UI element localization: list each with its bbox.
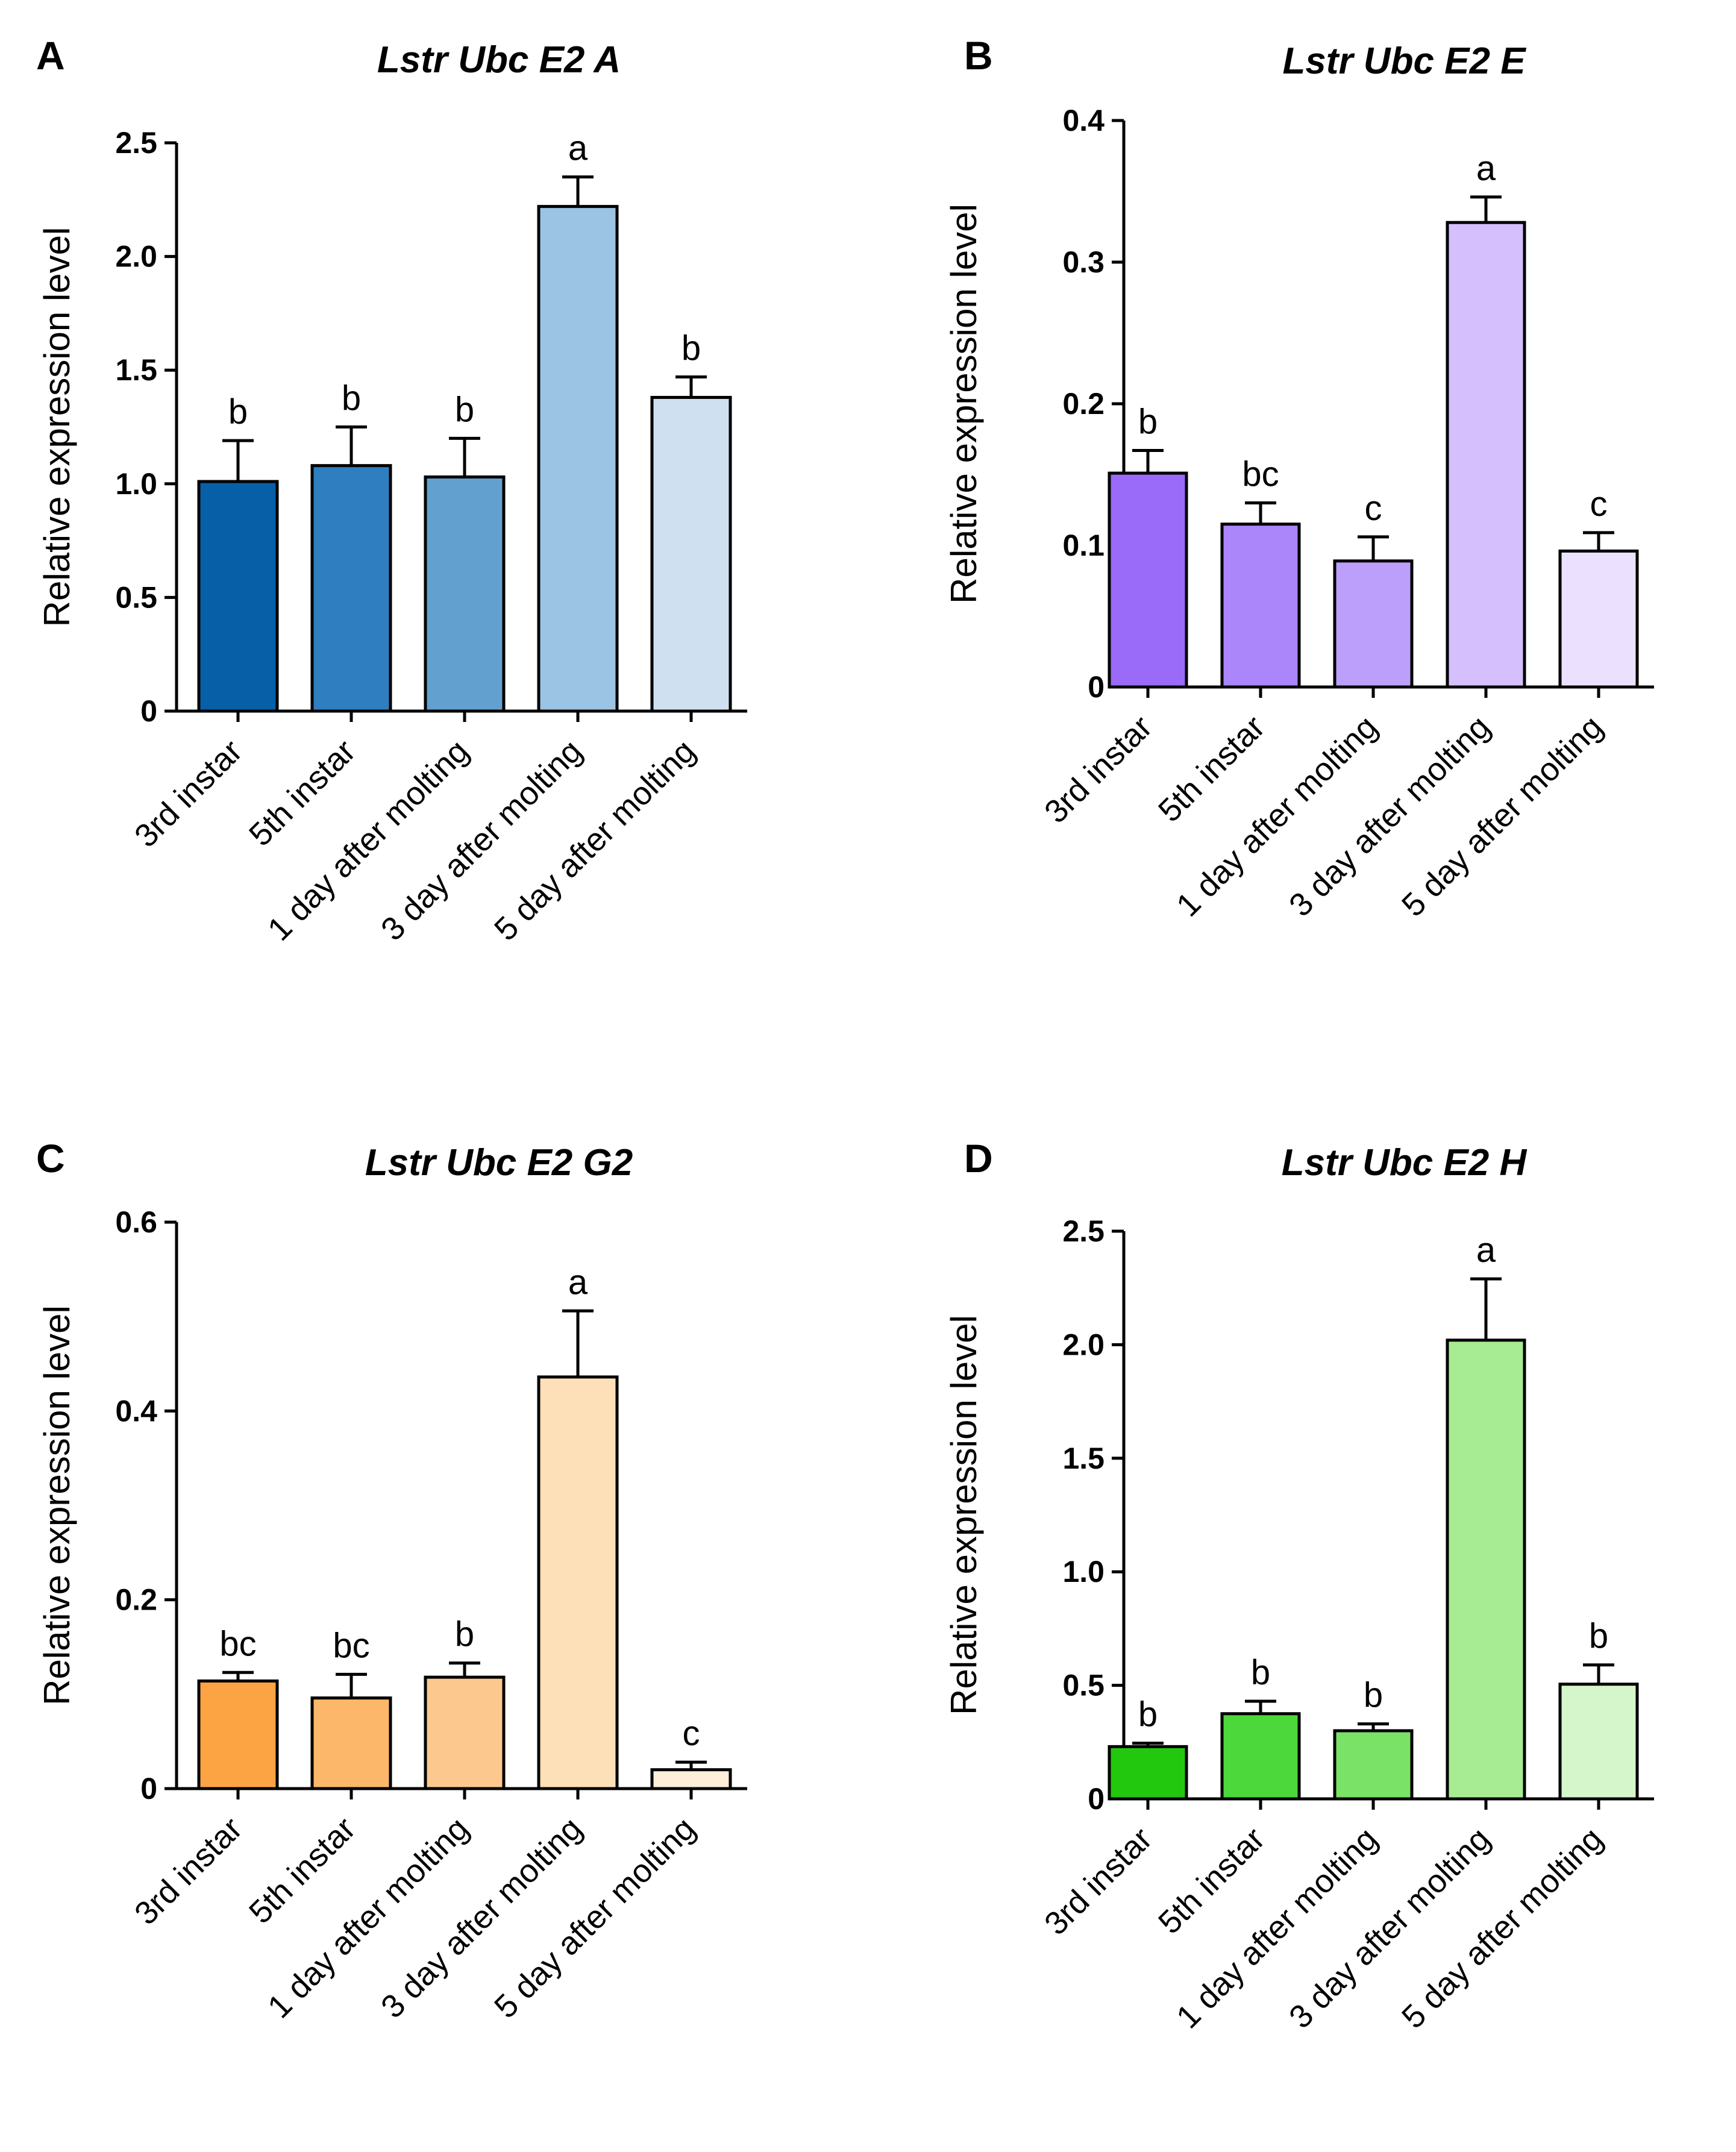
significance-label: b	[1138, 1695, 1158, 1734]
y-tick-label: 0.4	[1062, 104, 1105, 137]
bar	[1333, 1729, 1414, 1801]
bar	[1108, 1745, 1188, 1801]
significance-label: b	[682, 329, 701, 368]
x-category-label: 5th instar	[1152, 709, 1271, 829]
bar	[310, 464, 392, 713]
significance-label: b	[455, 390, 474, 429]
bar	[424, 475, 506, 713]
y-tick-label: 1.5	[115, 353, 157, 387]
significance-label: a	[568, 129, 588, 168]
y-tick-label: 0	[140, 694, 157, 728]
y-tick-label: 2.0	[1062, 1328, 1105, 1361]
y-tick-label: 0.2	[1062, 387, 1105, 421]
bar	[1220, 522, 1301, 689]
y-tick-label: 0	[1088, 670, 1105, 704]
x-category-label: 5th instar	[1152, 1821, 1271, 1940]
x-category-label: 1 day after molting	[1170, 1821, 1385, 2036]
y-axis-title: Relative expression level	[944, 1315, 984, 1715]
panel-letter: D	[964, 1136, 993, 1181]
chart-panel-d: D Lstr Ubc E2 H Relative expression level 0…	[944, 1136, 1654, 2036]
significance-label: c	[1365, 489, 1382, 528]
bar	[650, 395, 732, 713]
chart-panel-b: B Lstr Ubc E2 E Relative expression level 0…	[944, 33, 1654, 924]
y-tick-label: 0.6	[115, 1205, 157, 1239]
x-category-label: 3rd instar	[128, 1810, 249, 1932]
bar	[197, 1679, 279, 1790]
chart-title: Lstr Ubc E2 H	[1282, 1142, 1528, 1184]
x-category-label: 3rd instar	[1038, 709, 1159, 830]
x-category-label: 1 day after molting	[261, 1810, 476, 2025]
x-category-label: 5 day after molting	[1395, 709, 1610, 924]
chart-title: Lstr Ubc E2 A	[377, 39, 621, 81]
significance-label: a	[568, 1263, 588, 1302]
x-category-label: 3rd instar	[1038, 1821, 1159, 1942]
significance-label: a	[1476, 1231, 1496, 1270]
significance-label: a	[1476, 149, 1496, 188]
significance-label: b	[228, 392, 248, 431]
significance-label: b	[342, 379, 361, 418]
y-tick-label: 0.1	[1062, 529, 1105, 562]
bar	[537, 205, 619, 713]
bar	[1558, 1683, 1639, 1801]
significance-label: bc	[1242, 455, 1279, 494]
chart-panel-a: A Lstr Ubc E2 A Relative expression level 0…	[36, 33, 747, 948]
bar	[197, 480, 279, 713]
bar	[1108, 471, 1188, 689]
significance-label: b	[1364, 1676, 1383, 1715]
y-tick-label: 0.4	[115, 1394, 157, 1428]
y-tick-label: 1.0	[1062, 1555, 1105, 1589]
y-tick-label: 0	[1088, 1782, 1105, 1816]
panel-letter: B	[964, 33, 993, 78]
x-category-label: 5th instar	[242, 1810, 362, 1930]
y-tick-label: 2.5	[115, 126, 157, 160]
x-category-label: 5 day after molting	[1395, 1821, 1610, 2036]
significance-label: c	[683, 1714, 700, 1753]
chart-title: Lstr Ubc E2 G2	[365, 1142, 633, 1184]
significance-label: b	[1138, 403, 1158, 442]
significance-label: b	[455, 1615, 474, 1654]
x-category-label: 1 day after molting	[1170, 709, 1385, 924]
significance-label: bc	[333, 1626, 369, 1665]
chart-panel-c: C Lstr Ubc E2 G2 Relative expression level…	[36, 1136, 747, 2025]
bar	[1558, 549, 1639, 689]
significance-label: c	[1590, 485, 1608, 524]
bar	[1333, 559, 1414, 689]
y-tick-label: 0.3	[1062, 245, 1105, 279]
significance-label: b	[1251, 1653, 1270, 1692]
y-tick-label: 2.5	[1062, 1214, 1105, 1248]
y-tick-label: 0.5	[1062, 1669, 1105, 1702]
bar	[310, 1696, 392, 1790]
x-category-label: 3 day after molting	[374, 733, 589, 948]
x-category-label: 5 day after molting	[487, 1810, 703, 2025]
y-axis-title: Relative expression level	[944, 204, 984, 604]
x-category-label: 5 day after molting	[487, 733, 703, 948]
chart-title: Lstr Ubc E2 E	[1282, 40, 1526, 82]
x-category-label: 5th instar	[242, 733, 362, 853]
bar	[1446, 1338, 1526, 1801]
x-category-label: 3 day after molting	[374, 1810, 589, 2025]
y-tick-label: 0	[140, 1772, 157, 1805]
x-category-label: 3 day after molting	[1282, 709, 1497, 924]
x-category-label: 1 day after molting	[261, 733, 476, 948]
significance-label: bc	[219, 1624, 256, 1663]
y-axis-title: Relative expression level	[37, 227, 77, 627]
x-category-label: 3rd instar	[128, 733, 249, 855]
y-tick-label: 0.5	[115, 580, 157, 614]
x-category-label: 3 day after molting	[1282, 1821, 1497, 2036]
bar	[650, 1768, 732, 1790]
panel-letter: A	[36, 33, 65, 78]
significance-label: b	[1589, 1617, 1608, 1656]
y-tick-label: 0.2	[115, 1583, 157, 1617]
bar	[1446, 221, 1526, 689]
panel-letter: C	[36, 1136, 65, 1181]
bar	[424, 1675, 506, 1790]
y-axis-title: Relative expression level	[37, 1305, 77, 1705]
y-tick-label: 1.5	[1062, 1441, 1105, 1475]
y-tick-label: 2.0	[115, 240, 157, 274]
y-tick-label: 1.0	[115, 467, 157, 501]
bar	[537, 1375, 619, 1790]
bar	[1220, 1712, 1301, 1801]
